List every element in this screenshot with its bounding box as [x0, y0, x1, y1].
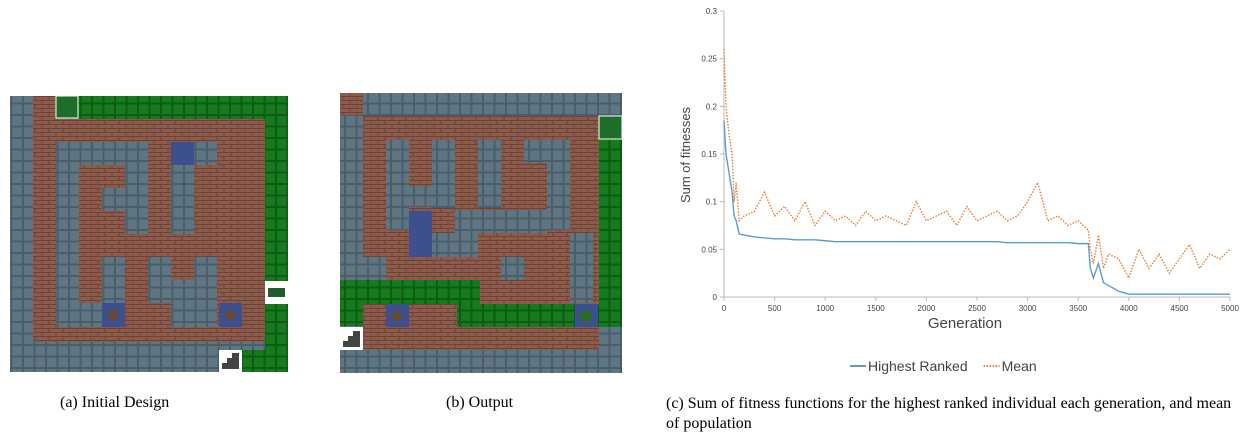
x-axis-label: Generation: [928, 315, 1002, 332]
x-tick-label: 1500: [867, 304, 885, 313]
map-initial: [10, 95, 288, 372]
y-tick-label: 0.05: [701, 245, 717, 254]
caption: (a) Initial Design: [60, 394, 170, 411]
x-tick-label: 4500: [1171, 304, 1189, 313]
y-tick-label: 0.15: [701, 150, 717, 159]
y-tick-label: 0: [713, 293, 718, 302]
series-line: [723, 49, 1231, 280]
series-line: [723, 120, 1230, 295]
x-tick-label: 3500: [1069, 304, 1087, 313]
legend-label: Mean: [1002, 358, 1037, 374]
y-tick-label: 0.1: [706, 198, 718, 207]
x-tick-label: 5000: [1221, 304, 1239, 313]
caption: (c) Sum of fitness functions for the hig…: [666, 395, 1232, 432]
legend-label: Highest Ranked: [868, 358, 968, 374]
x-tick-label: 1000: [816, 304, 834, 313]
y-axis-label: Sum of fitnesses: [678, 106, 693, 203]
x-tick-label: 2000: [918, 304, 936, 313]
x-tick-label: 4000: [1120, 304, 1138, 313]
caption: (b) Output: [446, 394, 514, 411]
x-tick-label: 3000: [1019, 304, 1037, 313]
map-output: [340, 93, 623, 373]
y-tick-label: 0.3: [706, 7, 718, 16]
x-tick-label: 2500: [968, 304, 986, 313]
chart: Generation Sum of fitnesses 0 0.05 0.1 0.15…: [678, 7, 1239, 374]
x-tick-label: 500: [768, 304, 782, 313]
x-tick-label: 0: [722, 304, 727, 313]
y-tick-label: 0.2: [706, 102, 718, 111]
y-tick-label: 0.25: [701, 55, 717, 64]
